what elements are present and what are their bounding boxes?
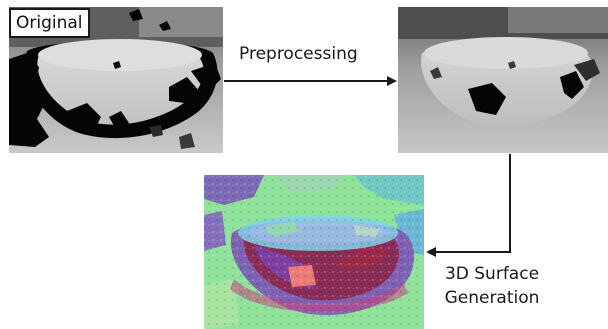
original-depth-image bbox=[9, 7, 223, 153]
original-label: Original bbox=[9, 8, 90, 38]
surface-generation-label: 3D Surface Generation bbox=[433, 262, 551, 310]
preprocessed-depth-graphic bbox=[398, 7, 608, 153]
original-depth-graphic bbox=[9, 7, 223, 153]
preprocessing-label: Preprocessing bbox=[239, 44, 358, 64]
surface-generation-label-line2: Generation bbox=[444, 288, 540, 308]
preprocessed-depth-image bbox=[398, 7, 608, 153]
surface-graphic bbox=[204, 175, 424, 329]
surface-generation-label-line1: 3D Surface bbox=[444, 264, 540, 284]
surface-generation-image bbox=[204, 175, 424, 329]
surface-generation-arrow bbox=[426, 154, 511, 257]
